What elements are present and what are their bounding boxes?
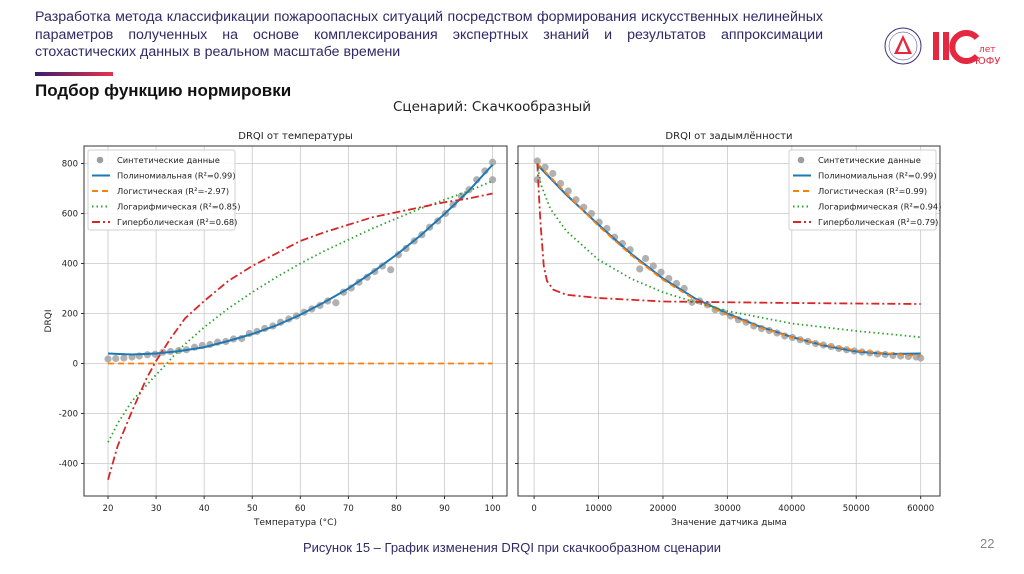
x-tick-label: 20 (103, 504, 114, 514)
legend-box (87, 149, 236, 231)
data-point (641, 254, 650, 263)
legend-item: Гиперболическая (R²=0.68) (92, 217, 237, 227)
x-axis-label: Значение датчика дыма (671, 518, 787, 528)
x-tick-label: 10000 (585, 504, 612, 514)
series-solid (107, 164, 494, 356)
data-point (549, 169, 557, 178)
legend-marker (797, 156, 805, 164)
legend-label: Гиперболическая (R²=0.68) (117, 217, 237, 227)
series-dashdot (107, 192, 493, 480)
x-tick-label: 50 (247, 504, 258, 514)
legend-label: Синтетические данные (117, 155, 220, 165)
legend-item: Синтетические данные (797, 155, 921, 165)
x-tick-label: 20000 (649, 504, 676, 514)
legend-label: Логистическая (R²=-2.97) (117, 186, 229, 196)
x-tick-label: 40000 (778, 504, 805, 514)
chart-drqi-smoke: DRQI от задымлённости 0 10000 20000 30000 400… (515, 131, 941, 528)
legend-marker (96, 156, 104, 164)
figure-caption: Рисунок 15 – График изменения DRQI при с… (302, 540, 722, 555)
university-seal-logo (884, 27, 922, 65)
x-axis-label: Температура (°C) (253, 518, 337, 528)
legend-item: Гиперболическая (R²=0.79) (793, 217, 938, 227)
data-point (457, 192, 465, 200)
plot-frame (517, 145, 941, 497)
slide-header-title: Разработка метода классификации пожарооп… (35, 9, 823, 60)
x-tick-label: 60 (295, 504, 306, 514)
data-point (611, 233, 619, 241)
data-point (481, 167, 489, 175)
plot-frame (83, 145, 508, 497)
x-tick-label: 100 (484, 504, 500, 514)
data-point (120, 354, 128, 362)
data-point (533, 157, 541, 165)
legend-box (788, 149, 937, 231)
legend-item: Логистическая (R²=-2.97) (92, 186, 229, 196)
data-point (488, 158, 497, 166)
logo-years-text: лет (979, 45, 996, 55)
accent-bar (35, 72, 113, 76)
legend-label: Синтетические данные (818, 155, 921, 165)
data-point (104, 355, 112, 363)
y-tick-label: 800 (62, 160, 78, 170)
series-line (536, 164, 921, 356)
legend-item: Полиномиальная (R²=0.99) (793, 171, 937, 181)
series-dashdot (536, 163, 921, 305)
data-point (541, 163, 549, 171)
y-tick-label: -200 (59, 410, 78, 420)
chart-drqi-temperature: DRQI от температуры 20 30 40 50 60 70 80 90 100 -4… (44, 131, 508, 528)
legend-item: Полиномиальная (R²=0.99) (92, 171, 236, 181)
chart-title: DRQI от задымлённости (665, 131, 792, 142)
data-point (488, 176, 497, 184)
page-number: 22 (980, 536, 995, 551)
x-tick-label: 90 (439, 504, 450, 514)
legend-label: Полиномиальная (R²=0.99) (818, 171, 937, 181)
logo-sfedu-text: ЮФУ (975, 56, 1001, 67)
x-tick-label: 30 (151, 504, 162, 514)
y-axis-label: DRQI (44, 310, 54, 333)
legend-label: Логарифмическая (R²=0.85) (117, 202, 240, 212)
legend-item: Логистическая (R²=0.99) (793, 186, 927, 196)
legend-label: Логарифмическая (R²=0.94) (818, 202, 941, 212)
data-point (636, 265, 644, 273)
figure-suptitle: Сценарий: Скачкообразный (393, 99, 591, 115)
data-point (112, 354, 120, 363)
data-point (387, 266, 395, 274)
legend-label: Полиномиальная (R²=0.99) (117, 171, 236, 181)
series-solid (536, 164, 921, 356)
series-line (107, 164, 494, 356)
anniversary-110-logo: лет ЮФУ (933, 30, 1001, 67)
series-line (107, 192, 493, 480)
x-tick-label: 0 (531, 504, 536, 514)
y-tick-label: 600 (62, 210, 78, 220)
series-line (536, 163, 921, 305)
x-tick-label: 50000 (843, 504, 870, 514)
legend-label: Логистическая (R²=0.99) (818, 186, 927, 196)
legend-item: Логарифмическая (R²=0.85) (92, 202, 240, 212)
series-line (107, 180, 493, 443)
legend-label: Гиперболическая (R²=0.79) (818, 217, 938, 227)
data-point (649, 262, 657, 270)
section-title: Подбор функцию нормировки (35, 81, 292, 100)
series-dashed (536, 162, 921, 357)
legend: Синтетические данные Полиномиальная (R²=0… (87, 149, 240, 231)
chart-title: DRQI от температуры (238, 131, 352, 142)
data-point (657, 268, 665, 276)
series-dotted (107, 180, 493, 443)
x-tick-label: 80 (391, 504, 402, 514)
legend-item: Синтетические данные (96, 155, 220, 165)
legend: Синтетические данные Полиномиальная (R²=0… (788, 149, 941, 231)
series-line (536, 162, 921, 357)
y-tick-label: -400 (59, 460, 78, 470)
data-point (332, 299, 340, 307)
x-tick-label: 30000 (714, 504, 741, 514)
x-tick-label: 40 (199, 504, 210, 514)
x-tick-label: 60000 (907, 504, 934, 514)
legend-item: Логарифмическая (R²=0.94) (793, 202, 941, 212)
y-tick-label: 400 (62, 260, 78, 270)
y-tick-label: 200 (62, 310, 78, 320)
x-tick-label: 70 (343, 504, 354, 514)
y-tick-label: 0 (73, 360, 78, 370)
